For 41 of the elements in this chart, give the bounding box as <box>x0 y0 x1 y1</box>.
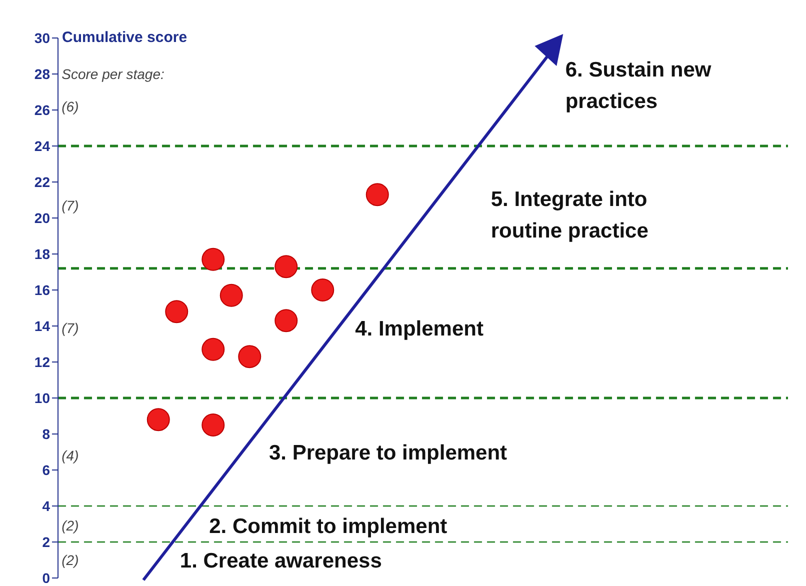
point <box>220 284 243 307</box>
y-tick-label: 6 <box>42 462 50 478</box>
y-tick-label: 18 <box>34 246 50 262</box>
point <box>366 183 389 206</box>
annotation: 6. Sustain new practices <box>565 58 712 114</box>
annotation: 3. Prepare to implement <box>268 442 508 465</box>
point <box>238 345 262 368</box>
point <box>311 278 334 302</box>
annotation: 4. Implement <box>355 317 484 340</box>
annotation: (7) <box>62 320 79 336</box>
y-tick-label: 20 <box>34 210 50 226</box>
point <box>202 338 225 361</box>
y-axis-title: Cumulative score <box>62 29 188 46</box>
y-tick-label: 12 <box>34 354 50 370</box>
point <box>274 255 298 278</box>
y-tick-label: 8 <box>42 426 50 442</box>
point <box>146 408 170 432</box>
y-tick-label: 24 <box>34 138 50 154</box>
y-tick-label: 16 <box>34 282 50 298</box>
annotation: Score per stage: <box>62 66 164 82</box>
point <box>165 300 188 324</box>
annotation: (7) <box>62 197 79 214</box>
annotation: (6) <box>62 98 79 114</box>
annotation: (4) <box>62 447 79 464</box>
y-tick-label: 22 <box>34 174 50 190</box>
y-tick-label: 10 <box>34 390 50 406</box>
annotation: (2) <box>62 552 79 568</box>
point <box>274 309 298 332</box>
y-tick-label: 28 <box>34 66 50 82</box>
y-tick-label: 4 <box>42 498 50 514</box>
y-tick-label: 14 <box>34 318 50 334</box>
annotation: 2. Commit to implement <box>209 514 448 538</box>
y-tick-label: 26 <box>34 102 50 118</box>
point <box>202 248 225 271</box>
point <box>202 414 225 436</box>
annotation: 1. Create awareness <box>180 550 382 573</box>
annotation: 5. Integrate into routine practice <box>490 188 648 243</box>
y-tick-label: 0 <box>42 570 50 586</box>
annotation: (2) <box>62 518 79 534</box>
y-tick-label: 30 <box>34 30 50 46</box>
y-tick-label: 2 <box>42 534 50 550</box>
